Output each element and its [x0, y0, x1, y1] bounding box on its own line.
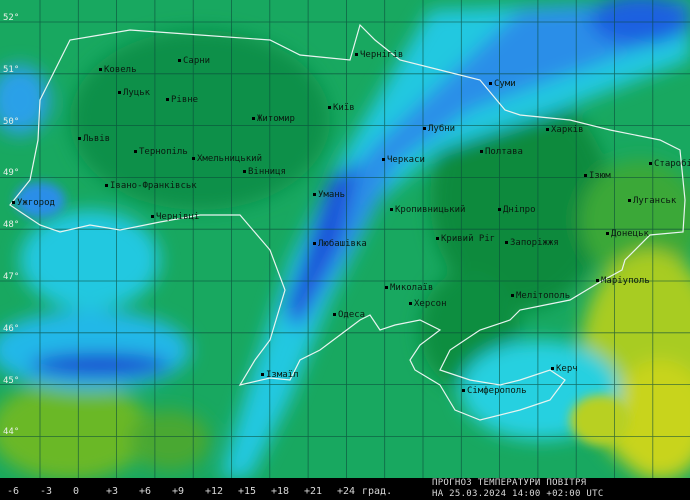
legend-tick: +15 — [238, 486, 257, 497]
city-label: Миколаїв — [385, 284, 433, 293]
city-label: Житомир — [252, 115, 295, 124]
city-label: Маріуполь — [596, 277, 650, 286]
latitude-label: 46° — [3, 323, 20, 334]
latitude-label: 49° — [3, 168, 20, 179]
city-label: Харків — [546, 126, 584, 135]
city-label: Сарни — [178, 57, 210, 66]
latitude-label: 50° — [3, 116, 20, 127]
city-label: Суми — [489, 80, 516, 89]
caption-title: ПРОГНОЗ ТЕМПЕРАТУРИ ПОВІТРЯ — [432, 478, 587, 488]
city-label: Рівне — [166, 96, 198, 105]
temperature-field — [0, 0, 690, 478]
latitude-label: 47° — [3, 272, 20, 282]
city-label: Одеса — [333, 311, 365, 320]
city-label: Луганськ — [628, 197, 676, 206]
city-label: Львів — [78, 135, 110, 144]
city-label: Херсон — [409, 300, 447, 309]
legend-tick: +9 — [172, 486, 185, 497]
city-label: Сімферополь — [462, 387, 527, 396]
city-label: Донецьк — [606, 230, 649, 239]
latitude-label: 51° — [3, 64, 20, 75]
city-label: Хмельницький — [192, 155, 262, 164]
latitude-label: 44° — [3, 427, 20, 438]
legend-unit: град. — [362, 486, 393, 497]
city-label: Лубни — [423, 125, 455, 134]
city-label: Старобільськ — [649, 160, 690, 169]
legend-tick: +18 — [271, 486, 290, 497]
city-label: Луцьк — [118, 89, 150, 98]
city-label: Ужгород — [12, 199, 55, 208]
color-legend: -6 -3 0 +3 +6 +9 +12 +15 +18 +21 +24 град. ПРОГНОЗ… — [0, 478, 690, 500]
latitude-label: 45° — [3, 375, 20, 386]
city-label: Керч — [551, 365, 578, 374]
coordinate-grid — [0, 0, 690, 478]
city-label: Ізмаїл — [261, 371, 299, 380]
city-label: Вінниця — [243, 168, 286, 177]
latitude-label: 48° — [3, 220, 20, 231]
legend-tick: 0 — [73, 486, 80, 497]
city-label: Запоріжжя — [505, 239, 559, 248]
legend-tick: +21 — [304, 486, 323, 497]
legend-tick: +6 — [139, 486, 152, 497]
city-label: Кривий Ріг — [436, 235, 495, 244]
city-label: Чернігів — [355, 51, 403, 60]
city-label: Івано-Франківськ — [105, 182, 197, 191]
latitude-label: 52° — [3, 13, 20, 23]
city-label: Ізюм — [584, 172, 611, 181]
city-label: Кропивницький — [390, 206, 465, 215]
caption-date: НА 25.03.2024 14:00 +02:00 UTC — [432, 489, 604, 499]
city-label: Чернівці — [151, 213, 199, 222]
legend-tick: +24 — [337, 486, 356, 497]
city-label: Київ — [328, 104, 355, 113]
country-border — [9, 23, 686, 421]
city-label: Умань — [313, 191, 345, 200]
city-label: Ковель — [99, 66, 137, 75]
city-label: Любашівка — [313, 240, 367, 249]
city-label: Черкаси — [382, 156, 425, 165]
legend-tick: -6 — [7, 486, 20, 497]
legend-tick: -3 — [40, 486, 53, 497]
city-label: Тернопіль — [134, 148, 188, 157]
legend-tick: +12 — [205, 486, 224, 497]
city-label: Полтава — [480, 148, 523, 157]
legend-tick: +3 — [106, 486, 119, 497]
city-label: Дніпро — [498, 206, 536, 215]
map-canvas — [0, 0, 690, 478]
city-label: Мелітополь — [511, 292, 570, 301]
